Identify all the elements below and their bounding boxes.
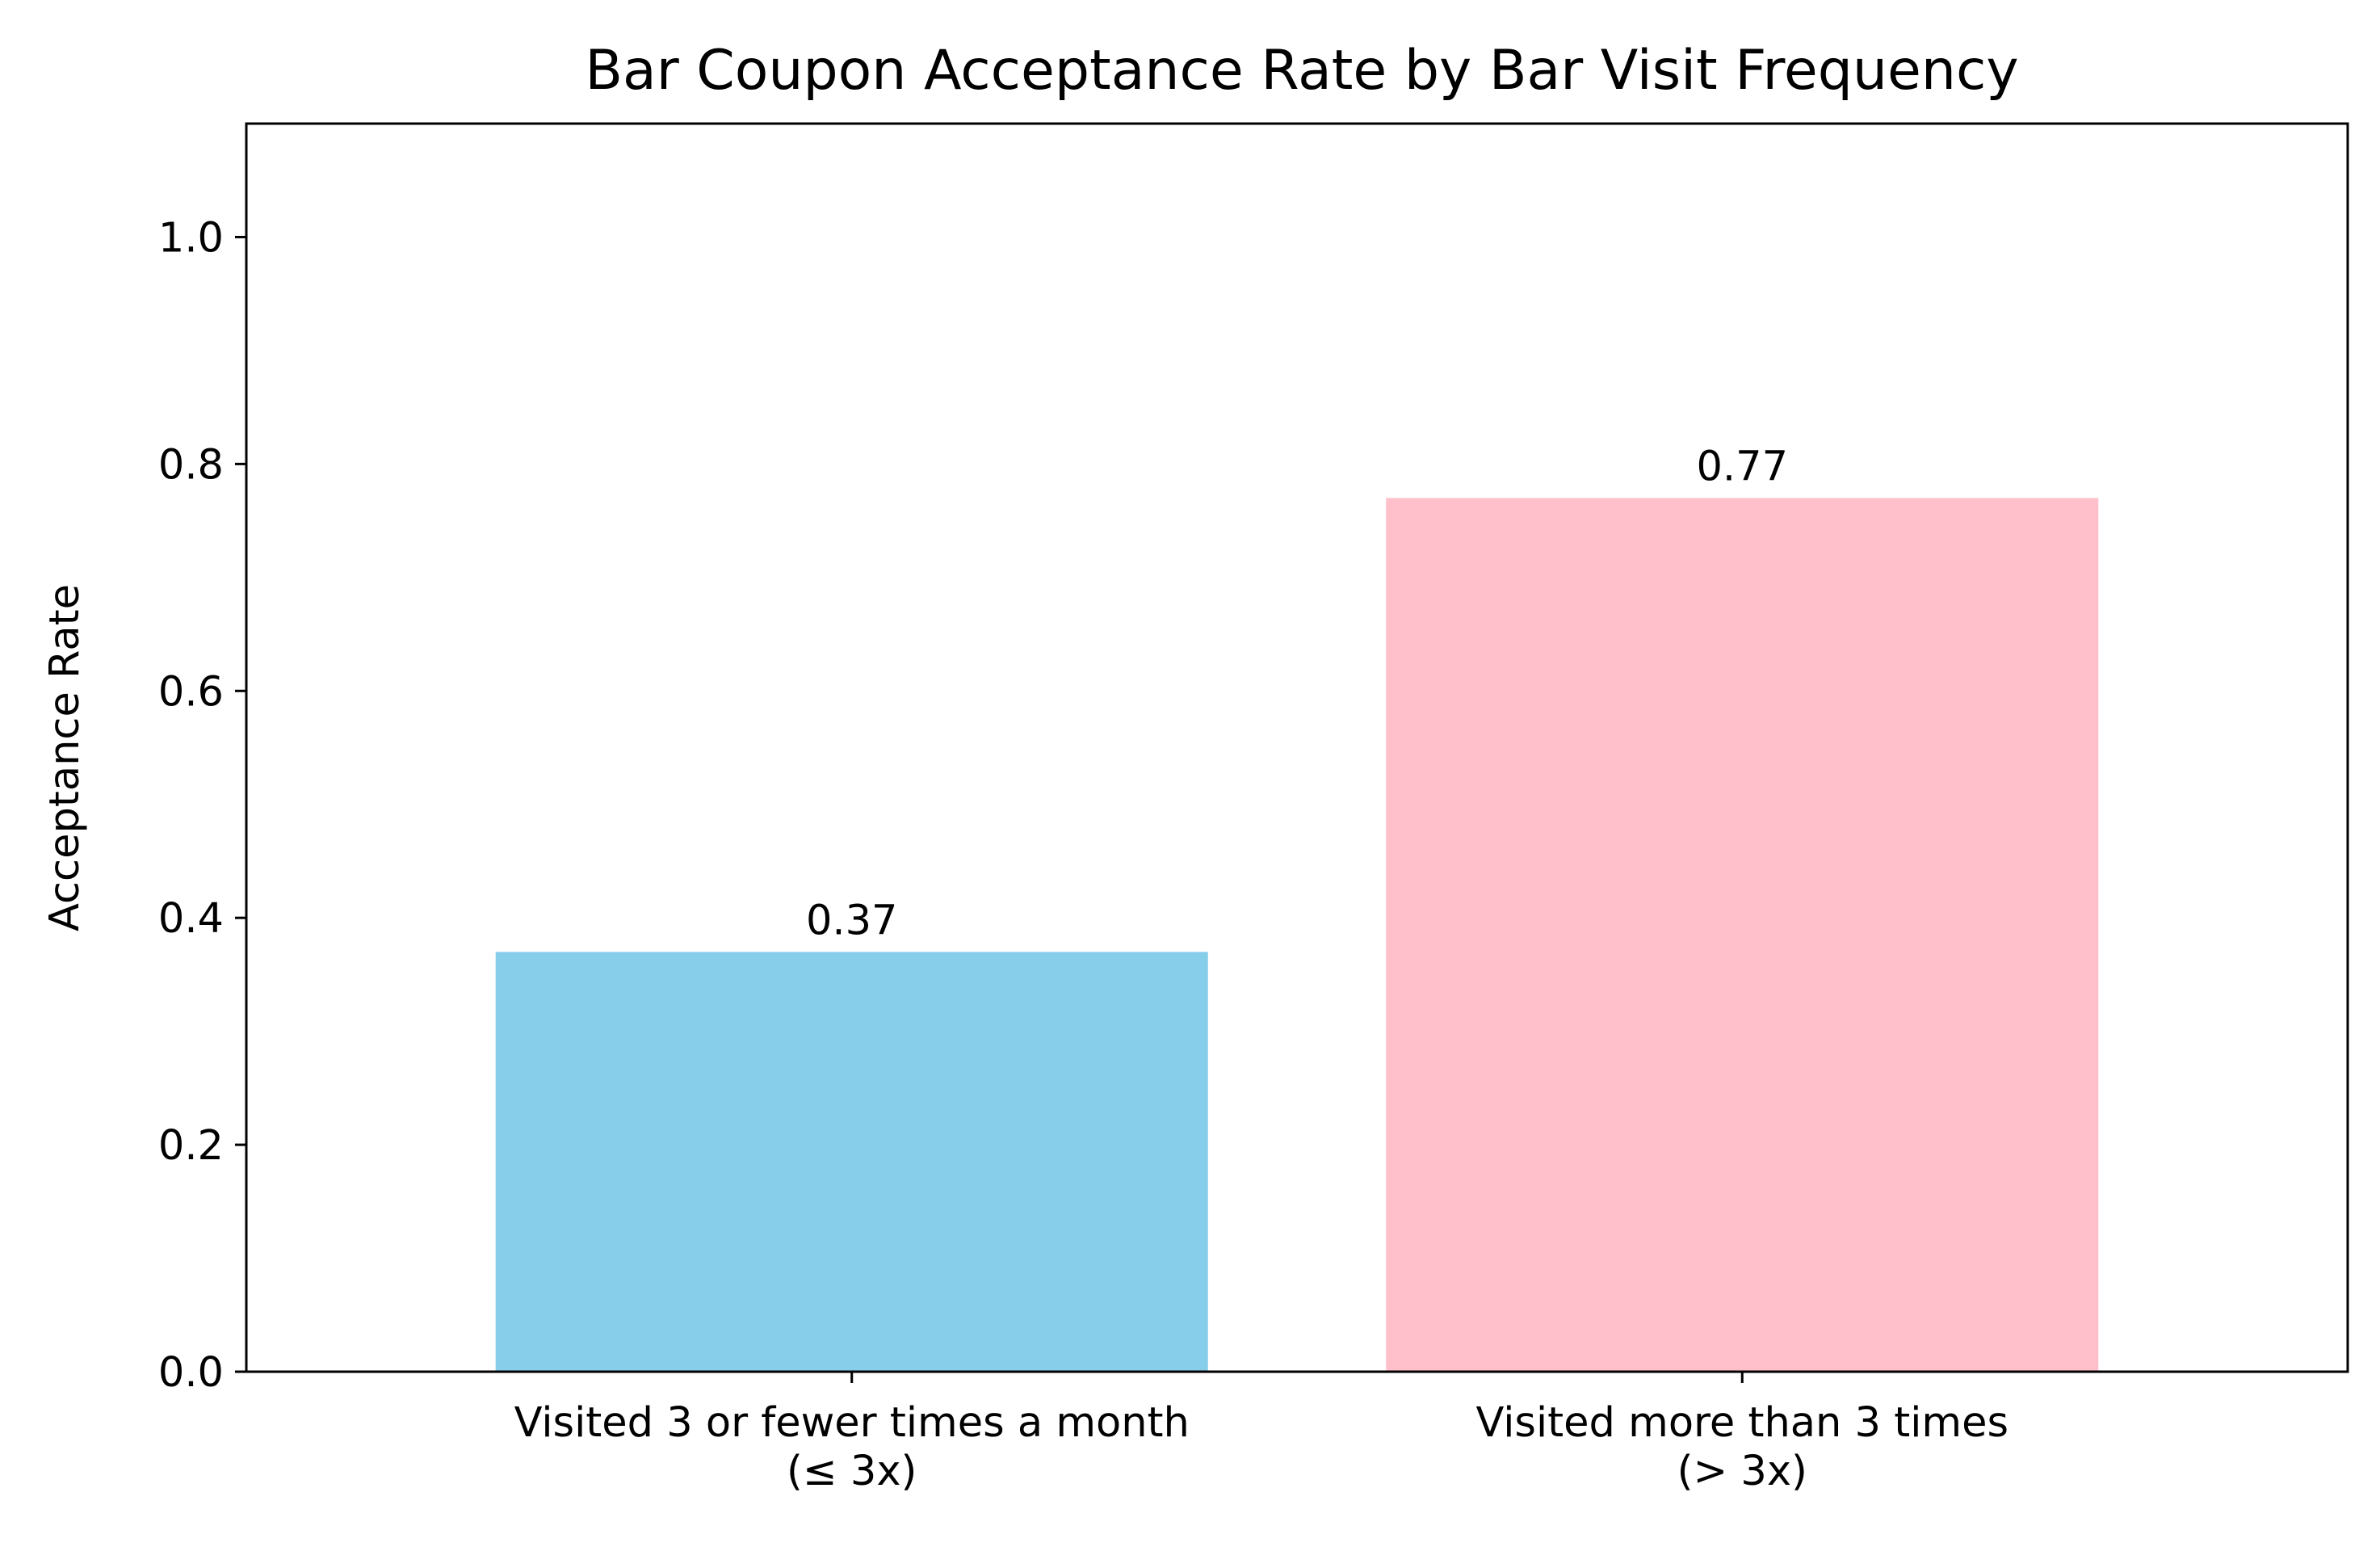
bar-1 [495,952,1208,1372]
x-tick-label-2: Visited more than 3 times (> 3x) [1476,1399,2009,1495]
plot-area-frame [245,122,2349,1373]
y-axis-label: Acceptance Rate [41,584,89,931]
bar-value-labels: 0.37 0.77 [806,443,1788,945]
x-tick-label-1: Visited 3 or fewer times a month (≤ 3x) [514,1399,1190,1495]
bar-value-label-1: 0.37 [806,897,898,944]
y-tick-label: 0.8 [158,441,224,489]
y-tick-label: 1.0 [158,214,224,262]
y-tick-label: 0.2 [158,1122,224,1170]
y-axis-ticks: 0.0 0.2 0.4 0.6 0.8 1.0 [158,214,246,1397]
y-tick-label: 0.0 [158,1349,224,1397]
chart-title: Bar Coupon Acceptance Rate by Bar Visit … [585,39,2018,103]
x-axis-ticks: Visited 3 or fewer times a month (≤ 3x) Vi… [514,1372,2009,1495]
bar-2 [1386,498,2099,1372]
bar-value-label-2: 0.77 [1696,443,1788,491]
bars-group [495,498,2099,1372]
y-tick-label: 0.6 [158,668,224,716]
y-tick-label: 0.4 [158,895,224,943]
